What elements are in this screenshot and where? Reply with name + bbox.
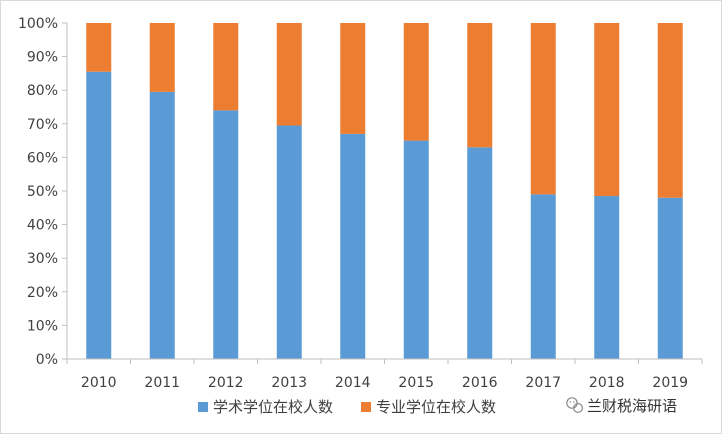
bar-segment-series-1 — [149, 91, 175, 359]
x-tick-label: 2013 — [271, 375, 307, 391]
y-tick-label: 10% — [27, 318, 58, 334]
x-tick-label: 2016 — [462, 375, 498, 391]
x-tick-label: 2015 — [398, 375, 434, 391]
watermark-text: 兰财税海研语 — [587, 397, 677, 415]
y-tick-label: 90% — [27, 50, 58, 66]
bar-segment-series-2 — [86, 23, 112, 72]
bar-segment-series-2 — [403, 23, 429, 141]
x-tick-label: 2014 — [335, 375, 371, 391]
bar-segment-series-1 — [403, 140, 429, 359]
x-tick-label: 2011 — [144, 375, 180, 391]
bar-segment-series-1 — [86, 71, 112, 359]
y-tick-label: 80% — [27, 83, 58, 99]
bar-segment-series-1 — [276, 125, 302, 359]
x-tick-label: 2010 — [81, 375, 117, 391]
legend-label: 学术学位在校人数 — [213, 398, 333, 416]
x-tick-label: 2019 — [652, 375, 688, 391]
y-tick-label: 30% — [27, 251, 58, 267]
bar-segment-series-2 — [594, 23, 620, 197]
bar-segment-series-2 — [213, 23, 239, 111]
bar-segment-series-2 — [276, 23, 302, 126]
y-tick-label: 60% — [27, 150, 58, 166]
wechat-icon — [566, 397, 584, 414]
bar-segment-series-2 — [530, 23, 556, 195]
bar-segment-series-1 — [657, 197, 683, 359]
y-tick-label: 20% — [27, 285, 58, 301]
bar-segment-series-2 — [657, 23, 683, 198]
x-axis-ticks: 2010 2011 2012 2013 2014 2015 2016 2017 2018 2019 — [66, 359, 703, 391]
y-axis-ticks: 0% 10% 20% 30% 40% 50% 60% 70% 80% 90% 100% — [18, 16, 67, 368]
y-tick-label: 50% — [27, 184, 58, 200]
bar-segment-series-1 — [594, 196, 620, 359]
y-tick-label: 0% — [36, 352, 58, 368]
legend-swatch — [361, 402, 371, 412]
x-tick-label: 2018 — [589, 375, 625, 391]
bar-segment-series-1 — [530, 194, 556, 359]
watermark: 兰财税海研语 — [566, 397, 677, 415]
bar-segment-series-2 — [340, 23, 366, 134]
y-tick-label: 70% — [27, 117, 58, 133]
legend-swatch — [198, 402, 208, 412]
x-tick-label: 2017 — [525, 375, 561, 391]
y-tick-label: 40% — [27, 218, 58, 234]
bar-segment-series-2 — [467, 23, 493, 148]
y-tick-label: 100% — [18, 16, 58, 32]
legend: 学术学位在校人数 专业学位在校人数 — [198, 398, 496, 416]
legend-label: 专业学位在校人数 — [376, 398, 496, 416]
bars — [86, 23, 683, 359]
bar-segment-series-2 — [149, 23, 175, 92]
bar-segment-series-1 — [340, 133, 366, 359]
bar-segment-series-1 — [213, 110, 239, 359]
bar-segment-series-1 — [467, 147, 493, 359]
x-tick-label: 2012 — [208, 375, 244, 391]
